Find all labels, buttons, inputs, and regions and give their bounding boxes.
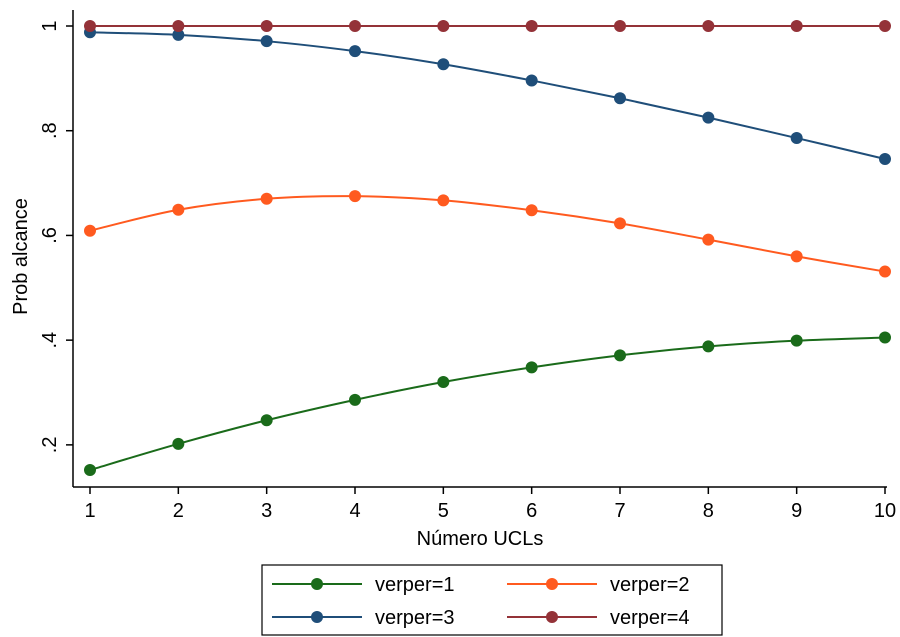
data-point <box>790 132 803 145</box>
data-point <box>614 20 626 32</box>
legend-label: verper=3 <box>375 607 455 629</box>
data-point <box>790 334 803 347</box>
legend-box <box>261 564 723 636</box>
legend-item: verper=3 <box>272 607 455 629</box>
data-point <box>437 58 450 71</box>
x-axis-title: Número UCLs <box>417 528 544 550</box>
y-tick-label: 1 <box>39 20 61 31</box>
data-point <box>172 28 185 41</box>
x-tick-label: 5 <box>438 500 449 522</box>
series-verper=1 <box>84 331 891 476</box>
data-point <box>84 20 96 32</box>
y-axis-title: Prob alcance <box>10 198 32 315</box>
data-point <box>260 192 273 205</box>
y-tick-label: .6 <box>39 227 61 244</box>
data-point <box>702 340 715 353</box>
plot-area: .2 .4 .6 .8 1 1 2 3 4 5 6 7 8 9 10 <box>39 10 896 522</box>
x-tick-label: 8 <box>703 500 714 522</box>
data-point <box>260 35 273 48</box>
legend-item: verper=2 <box>507 574 690 596</box>
x-axis-ticks: 1 2 3 4 5 6 7 8 9 10 <box>84 487 896 522</box>
x-tick-label: 4 <box>349 500 360 522</box>
legend-swatch-marker <box>311 611 323 623</box>
x-tick-label: 6 <box>526 500 537 522</box>
legend-swatch-marker <box>311 578 323 590</box>
series-line <box>89 31 886 160</box>
x-tick-label: 3 <box>261 500 272 522</box>
data-point <box>437 20 450 32</box>
data-point <box>172 203 185 216</box>
data-point <box>260 414 273 427</box>
data-point <box>84 224 96 237</box>
data-point <box>349 393 361 406</box>
data-point <box>525 74 538 87</box>
x-tick-label: 2 <box>173 500 184 522</box>
series-line <box>89 195 886 273</box>
data-point <box>172 437 185 450</box>
data-point <box>525 20 538 32</box>
data-point <box>879 265 891 278</box>
data-point <box>790 20 803 32</box>
legend-label: verper=1 <box>375 574 455 596</box>
legend-label: verper=4 <box>610 607 690 629</box>
series-verper=4 <box>84 20 891 32</box>
data-point <box>172 20 185 32</box>
data-point <box>614 92 626 105</box>
y-axis-ticks: .2 .4 .6 .8 1 <box>39 20 73 453</box>
y-tick-label: .4 <box>39 332 61 349</box>
series-layer <box>84 20 891 476</box>
legend: verper=1 verper=2 verper=3 verper=4 <box>261 564 723 636</box>
series-verper=3 <box>84 26 891 165</box>
data-point <box>525 361 538 374</box>
data-point <box>702 20 715 32</box>
legend-item: verper=1 <box>272 574 455 596</box>
y-tick-label: .2 <box>39 437 61 454</box>
data-point <box>790 250 803 263</box>
x-tick-label: 9 <box>791 500 802 522</box>
data-point <box>349 190 361 203</box>
legend-swatch-marker <box>546 578 558 590</box>
x-tick-label: 10 <box>874 500 896 522</box>
data-point <box>260 20 273 32</box>
legend-label: verper=2 <box>610 574 690 596</box>
data-point <box>879 152 891 165</box>
x-tick-label: 1 <box>84 500 95 522</box>
data-point <box>84 464 96 476</box>
legend-swatch-marker <box>546 611 558 623</box>
series-line <box>89 336 886 471</box>
data-point <box>525 204 538 217</box>
x-tick-label: 7 <box>614 500 625 522</box>
data-point <box>879 331 891 344</box>
data-point <box>614 349 626 362</box>
data-point <box>702 233 715 246</box>
data-point <box>879 20 891 32</box>
data-point <box>614 217 626 230</box>
data-point <box>437 376 450 389</box>
data-point <box>702 111 715 124</box>
legend-item: verper=4 <box>507 607 690 629</box>
series-verper=2 <box>84 190 891 278</box>
data-point <box>437 194 450 207</box>
data-point <box>349 45 361 58</box>
data-point <box>349 20 361 32</box>
y-tick-label: .8 <box>39 122 61 139</box>
